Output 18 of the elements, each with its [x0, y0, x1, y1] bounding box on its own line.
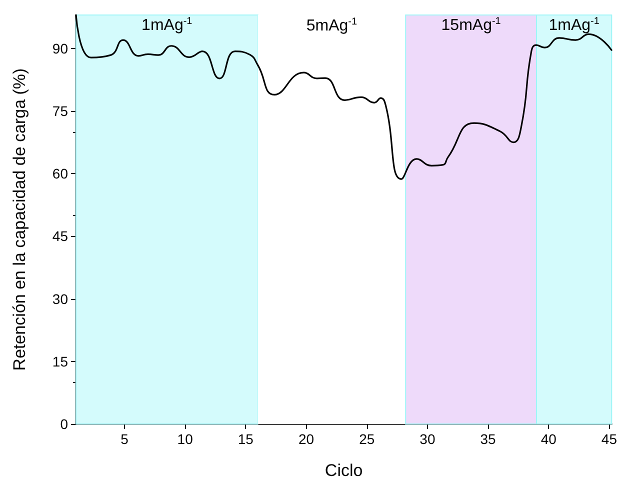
y-tick-label: 15 [52, 353, 68, 370]
x-tick-label: 40 [540, 431, 557, 447]
x-axis-title: Ciclo [324, 461, 363, 480]
x-tick-label: 45 [601, 431, 618, 447]
y-tick-label: 75 [52, 102, 68, 119]
x-tick-label: 35 [480, 431, 496, 447]
y-tick-label: 60 [52, 166, 68, 182]
x-tick-label: 20 [298, 431, 314, 447]
y-tick-label: 0 [60, 416, 68, 432]
y-tick-label: 45 [52, 228, 68, 244]
x-tick-label: 5 [120, 431, 129, 447]
y-tick-label: 90 [52, 40, 68, 56]
x-tick-label: 30 [420, 431, 436, 447]
x-tick-label: 15 [238, 431, 254, 447]
y-axis-title: Retención en la capacidad de carga (%) [10, 68, 29, 371]
x-tick-label: 10 [177, 431, 194, 447]
y-tick-label: 30 [52, 290, 68, 307]
x-tick-label: 25 [359, 431, 375, 447]
